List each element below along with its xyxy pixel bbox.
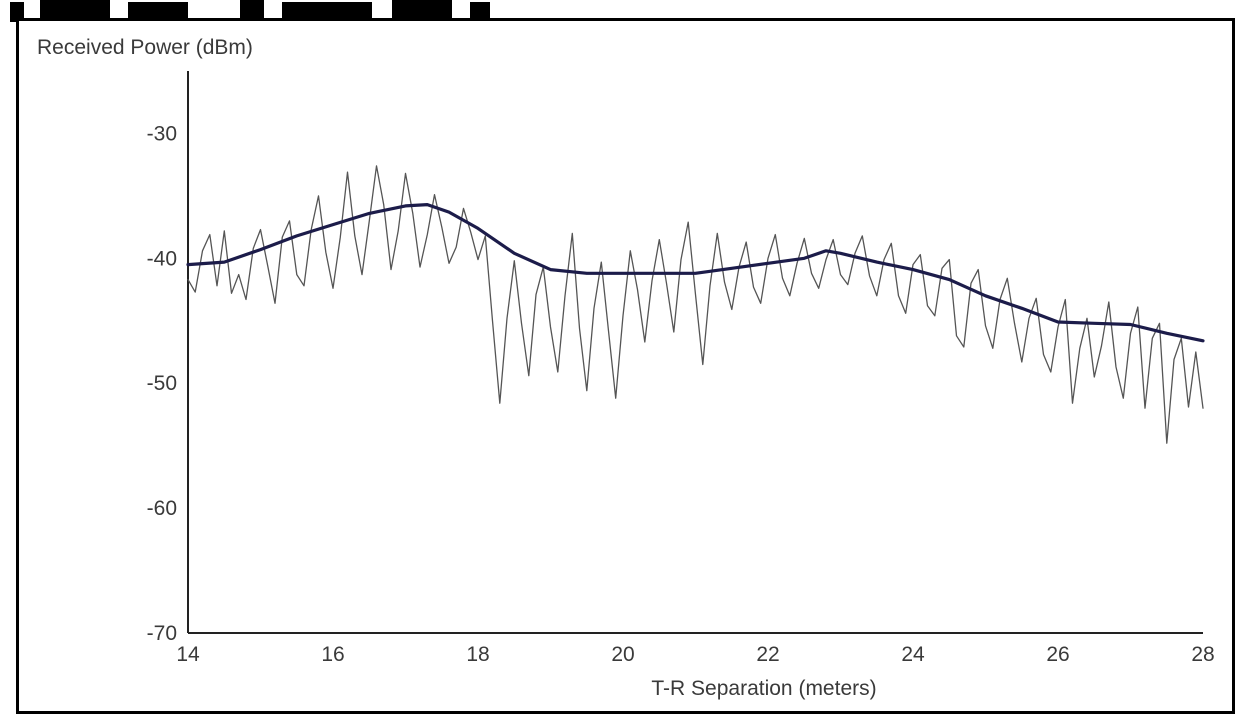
local-average-series-line <box>186 203 1205 343</box>
y-axis-title: Received Power (dBm) <box>37 36 253 59</box>
y-tick-label: -50 <box>147 372 177 395</box>
x-tick-label: 20 <box>611 643 634 666</box>
y-tick-label: -60 <box>147 497 177 520</box>
x-tick-label: 28 <box>1191 643 1214 666</box>
cropped-heading-fragment <box>0 0 1255 22</box>
x-tick-label: 24 <box>901 643 925 666</box>
y-tick-label: -70 <box>147 622 177 645</box>
chart-svg: Received Power (dBm) T-R Separation (met… <box>37 36 1215 700</box>
series-layer <box>186 165 1205 444</box>
y-tick-label: -40 <box>147 247 177 270</box>
fading-signal-series-line <box>187 165 1204 444</box>
x-axis-title: T-R Separation (meters) <box>651 677 876 700</box>
x-tick-label: 18 <box>466 643 489 666</box>
x-tick-label: 14 <box>176 643 200 666</box>
x-tick-label: 16 <box>321 643 344 666</box>
tick-labels: 14 16 18 20 22 24 26 28 -30 -40 -50 -60 -70 <box>147 122 1215 666</box>
y-tick-label: -30 <box>147 122 177 145</box>
chart-frame: Received Power (dBm) T-R Separation (met… <box>16 18 1235 714</box>
x-tick-label: 22 <box>756 643 779 666</box>
x-tick-label: 26 <box>1046 643 1069 666</box>
